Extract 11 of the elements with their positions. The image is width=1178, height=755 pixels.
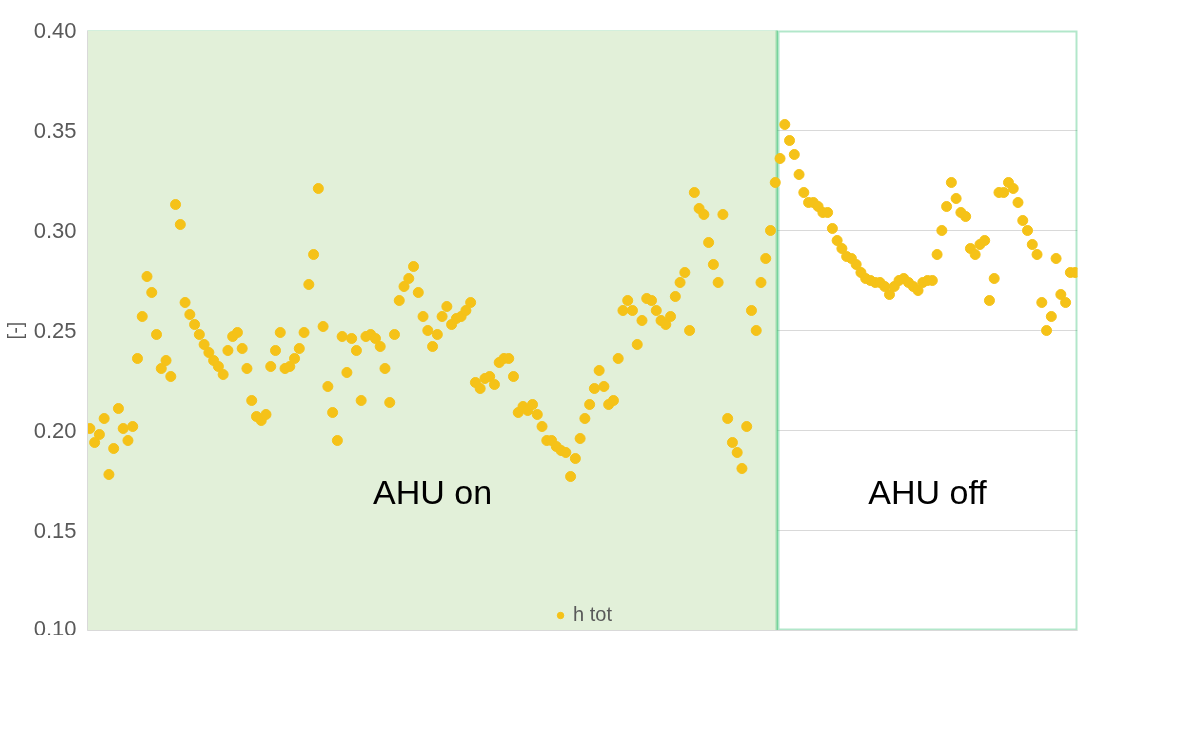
y-tick-label: 0.25: [33, 318, 77, 343]
annotation: AHU on: [372, 472, 493, 511]
y-tick-label: 0.35: [33, 118, 77, 143]
y-tick-label: 0.20: [33, 418, 77, 443]
y-tick-label: 0.30: [33, 218, 77, 243]
legend-label: h tot: [573, 603, 612, 626]
annotation: AHU off: [868, 472, 988, 511]
y-axis-title: [-]: [3, 321, 26, 340]
y-tick-label: 0.10: [33, 615, 77, 641]
y-tick-label: 0.40: [33, 18, 77, 43]
y-tick-label: 0.15: [33, 518, 77, 543]
